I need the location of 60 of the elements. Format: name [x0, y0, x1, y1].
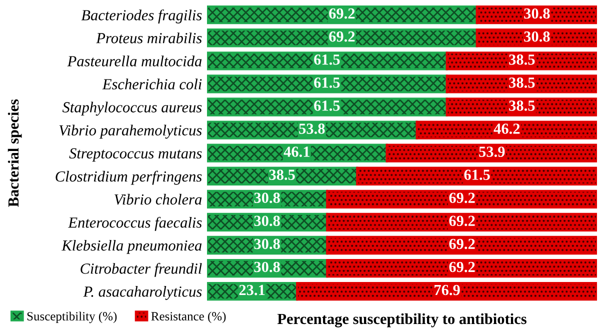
bar	[207, 120, 418, 140]
y-tick-label: Citrobacter freundil	[80, 262, 202, 277]
y-tick-label: Bacteriodes fragilis	[81, 9, 202, 24]
x-axis-title: Percentage susceptibility to antibiotics	[277, 313, 526, 328]
bar	[207, 5, 478, 24]
bar	[446, 52, 597, 70]
data-label: 69.2	[329, 8, 355, 19]
data-label: 69.2	[449, 262, 475, 272]
data-label: 61.5	[314, 54, 340, 65]
bar	[207, 74, 448, 94]
y-axis-title: Bacterial species	[8, 99, 22, 207]
bar	[446, 74, 597, 94]
data-label: 23.1	[239, 284, 265, 296]
data-label: 38.5	[509, 100, 535, 111]
bar	[446, 98, 597, 116]
y-tick-label: Streptococcus mutans	[69, 148, 202, 162]
bar	[207, 98, 448, 116]
y-tick-label: Vibrio parahemolyticus	[59, 124, 202, 139]
bar	[326, 236, 597, 255]
y-tick-label: Escherichia coli	[102, 78, 202, 90]
legend-label: Resistance (%)	[151, 312, 226, 324]
data-label: 30.8	[254, 262, 280, 272]
data-label: 46.2	[494, 124, 520, 134]
bar	[207, 28, 478, 48]
y-tick-label: Klebsiella pneumoniea	[62, 240, 202, 254]
data-label: 30.8	[524, 31, 550, 42]
data-label: 53.8	[299, 124, 325, 134]
bar	[326, 212, 597, 232]
bar	[296, 282, 597, 301]
data-label: 30.8	[254, 216, 280, 226]
data-label: 46.1	[284, 146, 310, 157]
y-tick-label: P. asacaharolyticus	[83, 286, 202, 300]
legend-label: Susceptibility (%)	[27, 312, 117, 324]
data-label: 69.2	[329, 31, 355, 42]
data-label: 69.2	[449, 216, 475, 226]
data-label: 30.8	[254, 192, 280, 204]
data-label: 69.2	[449, 238, 475, 250]
y-tick-label: Clostridium perfringens	[56, 170, 202, 185]
y-tick-label: Proteus mirabilis	[96, 32, 202, 44]
y-tick-label: Staphylococcus aureus	[62, 102, 202, 116]
data-label: 53.9	[479, 146, 505, 157]
data-label: 38.5	[509, 54, 535, 65]
data-label: 76.9	[434, 284, 460, 296]
bar	[356, 166, 597, 186]
data-label: 61.5	[464, 170, 490, 180]
data-label: 61.5	[314, 100, 340, 111]
bar	[207, 52, 448, 70]
bar	[416, 120, 597, 140]
data-label: 61.5	[314, 78, 340, 88]
y-tick-label: Vibrio cholera	[114, 194, 202, 205]
data-label: 30.8	[254, 238, 280, 250]
data-label: 38.5	[269, 170, 295, 180]
data-label: 69.2	[449, 192, 475, 204]
bar	[326, 190, 597, 209]
data-label: 30.8	[524, 8, 550, 19]
y-tick-label: Enterococcus faecalis	[68, 216, 202, 231]
data-label: 38.5	[509, 77, 535, 88]
bar	[326, 258, 597, 278]
bar	[386, 144, 597, 162]
y-tick-label: Pasteurella multocida	[67, 56, 202, 66]
